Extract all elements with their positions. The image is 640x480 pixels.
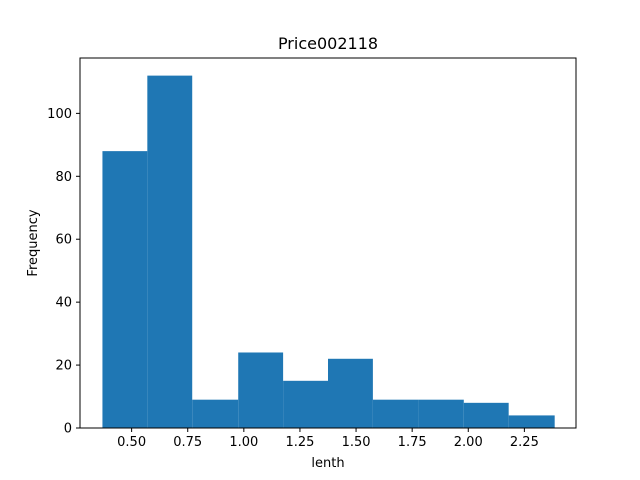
x-tick-label: 0.50 bbox=[117, 435, 146, 450]
histogram-bar-10 bbox=[508, 415, 555, 428]
plot-frame bbox=[79, 57, 577, 429]
y-tick-label: 100 bbox=[47, 107, 72, 122]
x-tick-label: 2.25 bbox=[510, 435, 539, 450]
y-axis-ticks: 0 20 40 60 80 100 bbox=[47, 107, 80, 437]
x-tick-label: 2.00 bbox=[454, 435, 483, 450]
y-tick-label: 80 bbox=[55, 170, 72, 185]
histogram-bar-9 bbox=[463, 402, 509, 428]
histogram-bar-3 bbox=[192, 399, 239, 428]
bars-group bbox=[102, 75, 555, 428]
x-tick-label: 0.75 bbox=[173, 435, 202, 450]
x-axis-ticks: 0.50 0.75 1.00 1.25 1.50 1.75 2.00 2.25 bbox=[117, 428, 539, 450]
histogram-bar-7 bbox=[372, 399, 419, 428]
y-tick-label: 40 bbox=[55, 296, 72, 311]
histogram-bar-4 bbox=[238, 352, 284, 428]
x-tick-label: 1.75 bbox=[398, 435, 427, 450]
x-axis-label: lenth bbox=[311, 456, 344, 471]
y-tick-label: 20 bbox=[55, 359, 72, 374]
x-tick-label: 1.00 bbox=[229, 435, 258, 450]
x-tick-label: 1.50 bbox=[342, 435, 371, 450]
y-axis-label: Frequency bbox=[26, 209, 41, 276]
x-tick-label: 1.25 bbox=[285, 435, 314, 450]
histogram-bar-5 bbox=[283, 380, 328, 428]
histogram-bar-6 bbox=[328, 358, 373, 428]
y-tick-label: 0 bbox=[64, 422, 72, 437]
histogram-bar-8 bbox=[418, 399, 464, 428]
chart-title: Price002118 bbox=[278, 34, 378, 53]
y-tick-label: 60 bbox=[55, 233, 72, 248]
histogram-bar-1 bbox=[102, 151, 148, 428]
histogram-bar-2 bbox=[147, 75, 193, 428]
